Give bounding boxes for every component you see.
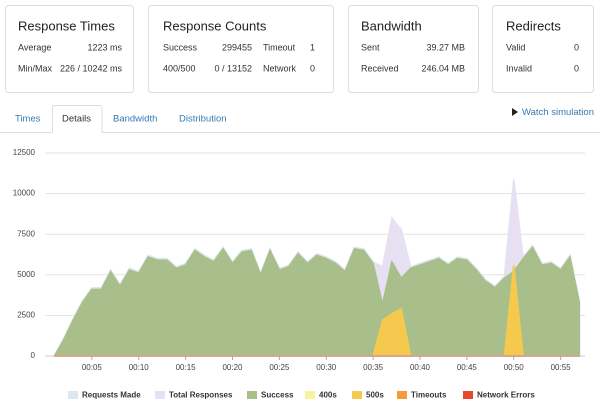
x-tick-label: 00:35 <box>363 363 384 372</box>
card-title: Response Times <box>18 18 115 33</box>
legend-label: Timeouts <box>411 391 447 400</box>
x-tick-label: 00:55 <box>551 363 572 372</box>
card-title: Bandwidth <box>361 18 422 33</box>
tab[interactable]: Distribution <box>179 114 227 125</box>
card-title: Response Counts <box>163 18 267 33</box>
legend-label: Total Responses <box>169 391 233 400</box>
stat-card <box>148 5 334 93</box>
legend-label: 400s <box>319 391 337 400</box>
legend-swatch <box>305 391 315 399</box>
stat-card <box>492 5 594 93</box>
y-tick-label: 10000 <box>13 189 36 198</box>
y-tick-label: 0 <box>31 351 36 360</box>
stat-label: Sent <box>361 42 380 52</box>
stat-label: Invalid <box>506 63 532 73</box>
y-tick-label: 2500 <box>17 311 35 320</box>
stat-value: 1223 ms <box>87 42 122 52</box>
stat-value: 39.27 MB <box>426 42 465 52</box>
stat-value: 1 <box>310 42 315 52</box>
stat-label: Received <box>361 63 399 73</box>
legend-label: Requests Made <box>82 391 141 400</box>
stat-label: Average <box>18 42 51 52</box>
stat-label: 400/500 <box>163 63 196 73</box>
stat-label: Success <box>163 42 198 52</box>
x-tick-label: 00:50 <box>504 363 525 372</box>
legend-swatch <box>463 391 473 399</box>
stat-value: 0 <box>574 63 579 73</box>
card-title: Redirects <box>506 18 561 33</box>
x-tick-label: 00:30 <box>316 363 337 372</box>
stat-value: 0 <box>574 42 579 52</box>
stat-value: 0 / 13152 <box>214 63 252 73</box>
stat-value: 226 / 10242 ms <box>60 63 123 73</box>
x-tick-label: 00:05 <box>82 363 103 372</box>
legend-label: Network Errors <box>477 391 535 400</box>
watch-simulation-link[interactable]: Watch simulation <box>522 107 594 118</box>
stat-label: Timeout <box>263 42 296 52</box>
legend-swatch <box>155 391 165 399</box>
stat-value: 246.04 MB <box>421 63 465 73</box>
legend-swatch <box>247 391 257 399</box>
x-tick-label: 00:40 <box>410 363 431 372</box>
y-tick-label: 7500 <box>17 229 35 238</box>
stat-card <box>5 5 134 93</box>
stat-value: 0 <box>310 63 315 73</box>
tab[interactable]: Times <box>15 114 41 125</box>
x-tick-label: 00:15 <box>176 363 197 372</box>
x-tick-label: 00:45 <box>457 363 478 372</box>
play-icon <box>512 108 518 116</box>
x-tick-label: 00:25 <box>269 363 290 372</box>
y-tick-label: 5000 <box>17 270 35 279</box>
stat-label: Valid <box>506 42 525 52</box>
tab[interactable]: Bandwidth <box>113 114 157 125</box>
legend-label: Success <box>261 391 294 400</box>
series-area <box>53 245 581 357</box>
active-tab-box <box>52 105 103 133</box>
stat-value: 299455 <box>222 42 252 52</box>
x-tick-label: 00:10 <box>129 363 150 372</box>
legend-label: 500s <box>366 391 384 400</box>
stat-label: Network <box>263 63 297 73</box>
legend-swatch <box>352 391 362 399</box>
legend-swatch <box>397 391 407 399</box>
tab[interactable]: Details <box>62 114 91 125</box>
stat-card <box>348 5 479 93</box>
y-tick-label: 12500 <box>13 148 36 157</box>
x-tick-label: 00:20 <box>222 363 243 372</box>
stat-label: Min/Max <box>18 63 53 73</box>
legend-swatch <box>68 391 78 399</box>
